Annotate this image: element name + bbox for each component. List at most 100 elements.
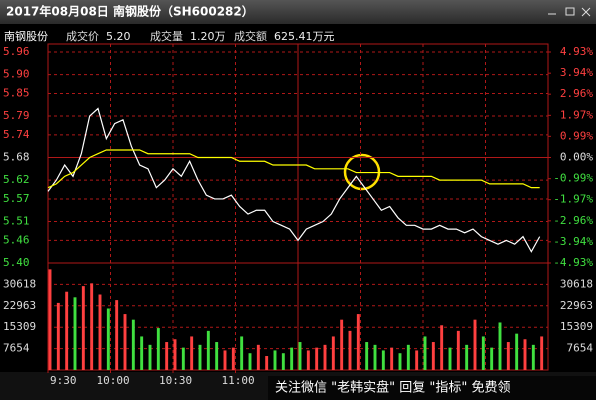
volume-bar bbox=[215, 342, 219, 370]
volume-bar bbox=[256, 344, 260, 370]
maximize-button[interactable] bbox=[565, 7, 575, 16]
volume-bar bbox=[248, 353, 252, 370]
vol-tick-label: 15309 bbox=[3, 320, 36, 333]
volume-bar bbox=[98, 294, 102, 370]
field-label: 成交量 bbox=[150, 29, 183, 43]
volume-bar bbox=[190, 336, 194, 370]
volume-bar bbox=[73, 297, 77, 370]
vol-tick-label-right: 7654 bbox=[567, 342, 594, 355]
window-title: 2017年08月08日 南钢股份（SH600282） bbox=[6, 4, 254, 19]
volume-bar bbox=[115, 300, 119, 370]
volume-bar bbox=[473, 319, 477, 370]
vol-tick-label: 7654 bbox=[3, 342, 30, 355]
y2-tick-label: 4.93% bbox=[560, 45, 593, 58]
x-tick-label: 10:00 bbox=[97, 374, 130, 387]
volume-bar bbox=[406, 344, 410, 370]
volume-bar bbox=[498, 322, 502, 370]
volume-bar bbox=[90, 283, 94, 370]
volume-bar bbox=[415, 350, 419, 370]
y2-tick-label: 2.96% bbox=[560, 87, 593, 100]
volume-bar bbox=[265, 356, 269, 370]
y2-tick-label: -4.93% bbox=[553, 256, 593, 269]
volume-bar bbox=[240, 336, 244, 370]
y-tick-label: 5.68 bbox=[3, 151, 30, 164]
volume-bar bbox=[440, 325, 444, 370]
volume-bar bbox=[531, 344, 535, 370]
volume-bar bbox=[356, 314, 360, 370]
volume-bar bbox=[148, 344, 152, 370]
y-tick-label: 5.40 bbox=[3, 256, 30, 269]
volume-bar bbox=[506, 342, 510, 370]
volume-bar bbox=[490, 347, 494, 370]
volume-bar bbox=[540, 336, 544, 370]
volume-bar bbox=[465, 344, 469, 370]
volume-bar bbox=[273, 350, 277, 370]
volume-bar bbox=[306, 350, 310, 370]
volume-bar bbox=[65, 291, 69, 370]
x-tick-label: 10:30 bbox=[159, 374, 192, 387]
volume-bar bbox=[81, 286, 85, 370]
volume-bar bbox=[423, 336, 427, 370]
y-tick-label: 5.57 bbox=[3, 192, 30, 205]
volume-bar bbox=[365, 342, 369, 370]
y2-tick-label: -3.94% bbox=[553, 235, 593, 248]
volume-bar bbox=[56, 302, 60, 370]
volume-bar bbox=[106, 308, 110, 370]
volume-bar bbox=[290, 347, 294, 370]
y-tick-label: 5.62 bbox=[3, 173, 30, 186]
volume-bar bbox=[448, 347, 452, 370]
volume-bar bbox=[123, 314, 127, 370]
volume-bar bbox=[223, 350, 227, 370]
y2-tick-label: -1.97% bbox=[553, 193, 593, 206]
vol-tick-label-right: 22963 bbox=[560, 299, 593, 312]
x-tick-label: 9:30 bbox=[50, 374, 77, 387]
volume-bar bbox=[181, 347, 185, 370]
field-value: 1.20万 bbox=[190, 30, 226, 43]
volume-bar bbox=[523, 339, 527, 370]
vol-tick-label-right: 15309 bbox=[560, 320, 593, 333]
window-buttons[interactable] bbox=[548, 7, 591, 17]
volume-bar bbox=[140, 336, 144, 370]
price-line bbox=[47, 107, 541, 253]
volume-bar bbox=[456, 330, 460, 370]
volume-bar bbox=[340, 319, 344, 370]
watermark-bg bbox=[268, 376, 596, 400]
volume-bar bbox=[198, 344, 202, 370]
vol-tick-label: 22963 bbox=[3, 299, 36, 312]
volume-bar bbox=[323, 344, 327, 370]
field-label: 成交价 bbox=[66, 29, 99, 43]
volume-bar bbox=[481, 336, 485, 370]
y2-tick-label: 0.99% bbox=[560, 129, 593, 142]
watermark: 关注微信 "老韩实盘" 回复 "指标" 免费领 bbox=[275, 380, 510, 396]
volume-bar bbox=[348, 330, 352, 370]
vol-tick-label: 30618 bbox=[3, 277, 36, 290]
stock-name: 南钢股份 bbox=[4, 30, 48, 43]
y2-tick-label: 3.94% bbox=[560, 66, 593, 79]
info-fields: 成交价 5.20 成交量 1.20万 成交额 625.41万元 bbox=[66, 29, 335, 43]
y2-tick-label: 0.00% bbox=[560, 151, 593, 164]
volume-bar bbox=[431, 342, 435, 370]
price-line bbox=[47, 149, 540, 189]
title-bar bbox=[0, 0, 596, 24]
close-button[interactable] bbox=[581, 7, 591, 17]
y-tick-label: 5.51 bbox=[3, 215, 30, 228]
y-tick-label: 5.79 bbox=[3, 109, 30, 122]
vol-tick-label-right: 30618 bbox=[560, 277, 593, 290]
y-tick-label: 5.90 bbox=[3, 68, 30, 81]
volume-bar bbox=[206, 330, 210, 370]
volume-bar bbox=[156, 328, 160, 370]
field-value: 625.41万元 bbox=[274, 30, 335, 43]
field-value: 5.20 bbox=[106, 30, 131, 43]
volume-bar bbox=[231, 347, 235, 370]
y2-tick-label: 1.97% bbox=[560, 108, 593, 121]
volume-bar bbox=[398, 353, 402, 370]
volume-bar bbox=[373, 344, 377, 370]
y2-tick-label: -2.96% bbox=[553, 214, 593, 227]
volume-bar bbox=[331, 336, 335, 370]
y2-tick-label: -0.99% bbox=[553, 172, 593, 185]
volume-bar bbox=[381, 350, 385, 370]
x-tick-label: 11:00 bbox=[222, 374, 255, 387]
y-tick-label: 5.74 bbox=[3, 128, 30, 141]
y-tick-label: 5.46 bbox=[3, 233, 30, 246]
